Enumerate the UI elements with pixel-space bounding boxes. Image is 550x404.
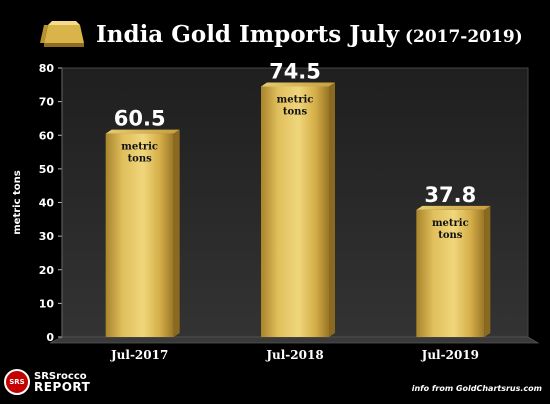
bar-unit-label: metric (432, 218, 469, 229)
logo-text: SRSrocco REPORT (34, 371, 90, 393)
chart-title: India Gold Imports July (2017-2019) (96, 20, 523, 48)
logo-line-1: SRSrocco (34, 371, 87, 382)
logo-line-2: REPORT (34, 380, 91, 394)
value-label: 37.8 (424, 183, 476, 207)
plot-floor (49, 336, 540, 344)
y-tick-label: 50 (39, 163, 55, 176)
bar-unit-label: metric (121, 142, 158, 153)
source-credit: info from GoldChartsrus.com (411, 384, 542, 393)
bar-unit-label: tons (438, 230, 463, 241)
y-tick-label: 10 (39, 297, 55, 310)
x-tick-label: Jul-2018 (265, 348, 323, 362)
y-tick-label: 40 (39, 197, 55, 210)
y-tick-label: 80 (39, 62, 55, 75)
y-tick-label: 30 (39, 230, 55, 243)
bar-top-Jul-2019 (416, 205, 491, 210)
bar-top-Jul-2017 (105, 129, 180, 134)
chart-title-area: India Gold Imports July (2017-2019) (40, 14, 530, 54)
srsrocco-logo: SRS SRSrocco REPORT (4, 368, 114, 396)
x-tick-label: Jul-2019 (421, 348, 479, 362)
y-tick-label: 70 (39, 96, 55, 109)
gold-bar-icon (40, 21, 84, 47)
bar-side-Jul-2017 (173, 129, 180, 337)
bar-Jul-2019 (416, 209, 485, 337)
value-label: 60.5 (114, 107, 166, 131)
bar-unit-label: tons (128, 154, 153, 165)
bar-Jul-2018 (261, 86, 329, 338)
bar-side-Jul-2019 (484, 205, 491, 337)
bar-top-Jul-2018 (261, 82, 335, 87)
bar-unit-label: metric (277, 94, 314, 105)
x-tick-label: Jul-2017 (110, 348, 168, 362)
bar-side-Jul-2018 (329, 82, 335, 338)
y-tick-label: 0 (46, 331, 54, 344)
bar-Jul-2017 (105, 133, 174, 337)
value-label: 74.5 (269, 59, 321, 83)
bar-unit-label: tons (283, 106, 308, 117)
logo-mark: SRS (4, 369, 30, 395)
chart-subtitle: (2017-2019) (404, 26, 523, 47)
y-tick-label: 60 (39, 129, 55, 142)
y-tick-label: 20 (39, 264, 55, 277)
y-axis-label: metric tons (12, 170, 23, 235)
